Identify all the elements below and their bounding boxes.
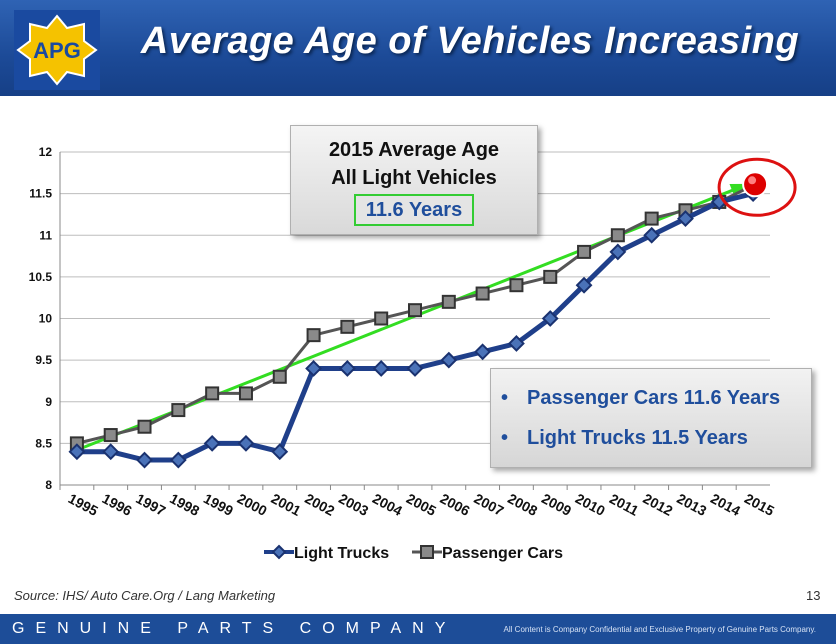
y-tick-label: 9.5 bbox=[35, 353, 52, 367]
x-tick-label: 2005 bbox=[404, 490, 439, 519]
passenger-cars-point bbox=[374, 311, 389, 326]
legend-passenger-cars-label: Passenger Cars bbox=[442, 545, 563, 562]
x-tick-label: 2008 bbox=[505, 490, 540, 519]
x-tick-label: 1996 bbox=[100, 490, 135, 519]
x-tick-label: 1995 bbox=[66, 490, 101, 519]
light-trucks-point bbox=[136, 451, 153, 469]
passenger-cars-point bbox=[408, 303, 422, 318]
x-tick-label: 2000 bbox=[235, 490, 270, 519]
bullet-glyph: • bbox=[501, 427, 509, 449]
light-trucks-point bbox=[406, 360, 424, 377]
age-summary-box: • Passenger Cars 11.6 Years • Light Trucks… bbox=[490, 368, 812, 468]
x-tick-label: 2001 bbox=[269, 490, 304, 519]
summary-text-passenger: Passenger Cars 11.6 Years bbox=[527, 387, 781, 409]
light-trucks-point bbox=[68, 443, 86, 461]
highlight-dot-shine bbox=[748, 176, 757, 185]
light-trucks-point bbox=[271, 443, 289, 461]
callout-line-2: All Light Vehicles bbox=[331, 167, 497, 189]
light-trucks-point bbox=[440, 351, 458, 369]
light-trucks-point bbox=[169, 451, 187, 469]
callout-highlight: 11.6 Years bbox=[353, 194, 475, 226]
x-tick-label: 1997 bbox=[133, 490, 168, 519]
light-trucks-point bbox=[677, 210, 694, 228]
footer-bar: GENUINE PARTS COMPANY All Content is Com… bbox=[0, 614, 836, 644]
passenger-cars-point bbox=[306, 328, 321, 343]
x-tick-label: 2003 bbox=[336, 490, 371, 519]
y-tick-label: 8 bbox=[45, 478, 52, 492]
logo-text: APG bbox=[33, 38, 81, 63]
x-tick-label: 2015 bbox=[742, 490, 777, 519]
light-trucks-point bbox=[305, 360, 322, 377]
x-tick-label: 2002 bbox=[302, 490, 337, 519]
light-trucks-point bbox=[508, 335, 525, 352]
passenger-cars-point bbox=[509, 278, 524, 293]
passenger-cars-point bbox=[475, 286, 490, 301]
light-trucks-point bbox=[203, 434, 221, 452]
light-trucks-point bbox=[643, 226, 661, 244]
summary-bullet-passenger: • Passenger Cars 11.6 Years bbox=[501, 387, 780, 410]
callout-line-1: 2015 Average Age bbox=[328, 139, 500, 161]
logo-shape bbox=[16, 14, 98, 86]
page-number: 13 bbox=[806, 588, 821, 603]
light-trucks-point bbox=[237, 434, 255, 452]
x-tick-label: 2012 bbox=[641, 490, 676, 519]
x-tick-label: 2004 bbox=[370, 490, 405, 519]
bullet-glyph: • bbox=[501, 387, 509, 409]
passenger-cars-point bbox=[441, 294, 456, 309]
light-trucks-point bbox=[102, 443, 120, 461]
passenger-cars-point bbox=[205, 386, 220, 401]
y-tick-label: 11.5 bbox=[29, 187, 52, 201]
source-note: Source: IHS/ Auto Care.Org / Lang Market… bbox=[14, 588, 276, 603]
y-tick-label: 10 bbox=[39, 312, 53, 326]
passenger-cars-point bbox=[644, 211, 659, 226]
passenger-cars-point bbox=[137, 419, 152, 434]
footer-company: GENUINE PARTS COMPANY bbox=[12, 620, 457, 637]
passenger-cars-point bbox=[340, 319, 355, 334]
apg-logo: APG bbox=[14, 10, 100, 90]
passenger-cars-point bbox=[238, 386, 253, 401]
light-trucks-point bbox=[575, 276, 593, 294]
average-age-callout: 2015 Average Age All Light Vehicles 11.6… bbox=[290, 125, 538, 235]
x-tick-label: 2011 bbox=[607, 490, 642, 518]
highlight-dot bbox=[742, 171, 769, 198]
passenger-cars-point bbox=[543, 269, 558, 284]
passenger-cars-point bbox=[272, 369, 287, 384]
legend-light-trucks-marker bbox=[271, 544, 287, 560]
y-tick-label: 12 bbox=[39, 145, 53, 159]
y-tick-label: 10.5 bbox=[29, 270, 53, 284]
footer-confidential: All Content is Company Confidential and … bbox=[503, 625, 816, 634]
x-tick-label: 2007 bbox=[471, 490, 506, 519]
light-trucks-point bbox=[541, 310, 559, 327]
page-title: Average Age of Vehicles Increasing bbox=[140, 20, 800, 62]
light-trucks-point bbox=[372, 360, 390, 377]
light-trucks-point bbox=[338, 360, 356, 377]
light-trucks-point bbox=[609, 243, 627, 261]
legend-light-trucks-label: Light Trucks bbox=[294, 545, 389, 562]
passenger-cars-point bbox=[577, 244, 592, 259]
y-tick-label: 11 bbox=[39, 228, 52, 242]
x-tick-label: 1999 bbox=[201, 490, 236, 519]
x-tick-label: 2013 bbox=[674, 490, 709, 519]
summary-bullet-trucks: • Light Trucks 11.5 Years bbox=[501, 427, 748, 450]
x-tick-label: 2006 bbox=[438, 490, 473, 519]
summary-text-trucks: Light Trucks 11.5 Years bbox=[527, 427, 748, 449]
passenger-cars-point bbox=[171, 403, 186, 418]
passenger-cars-point bbox=[103, 428, 118, 443]
y-tick-label: 9 bbox=[45, 395, 52, 409]
y-tick-label: 8.5 bbox=[35, 436, 52, 450]
highlight-ring bbox=[717, 157, 797, 217]
passenger-cars-point bbox=[610, 228, 625, 243]
x-tick-label: 2014 bbox=[708, 490, 743, 519]
legend-passenger-cars-marker bbox=[420, 545, 434, 559]
x-tick-label: 2010 bbox=[573, 490, 608, 519]
x-tick-label: 1998 bbox=[167, 490, 202, 519]
x-tick-label: 2009 bbox=[539, 490, 574, 519]
header-banner: APG Average Age of Vehicles Increasing bbox=[0, 0, 836, 96]
light-trucks-point bbox=[474, 343, 492, 361]
